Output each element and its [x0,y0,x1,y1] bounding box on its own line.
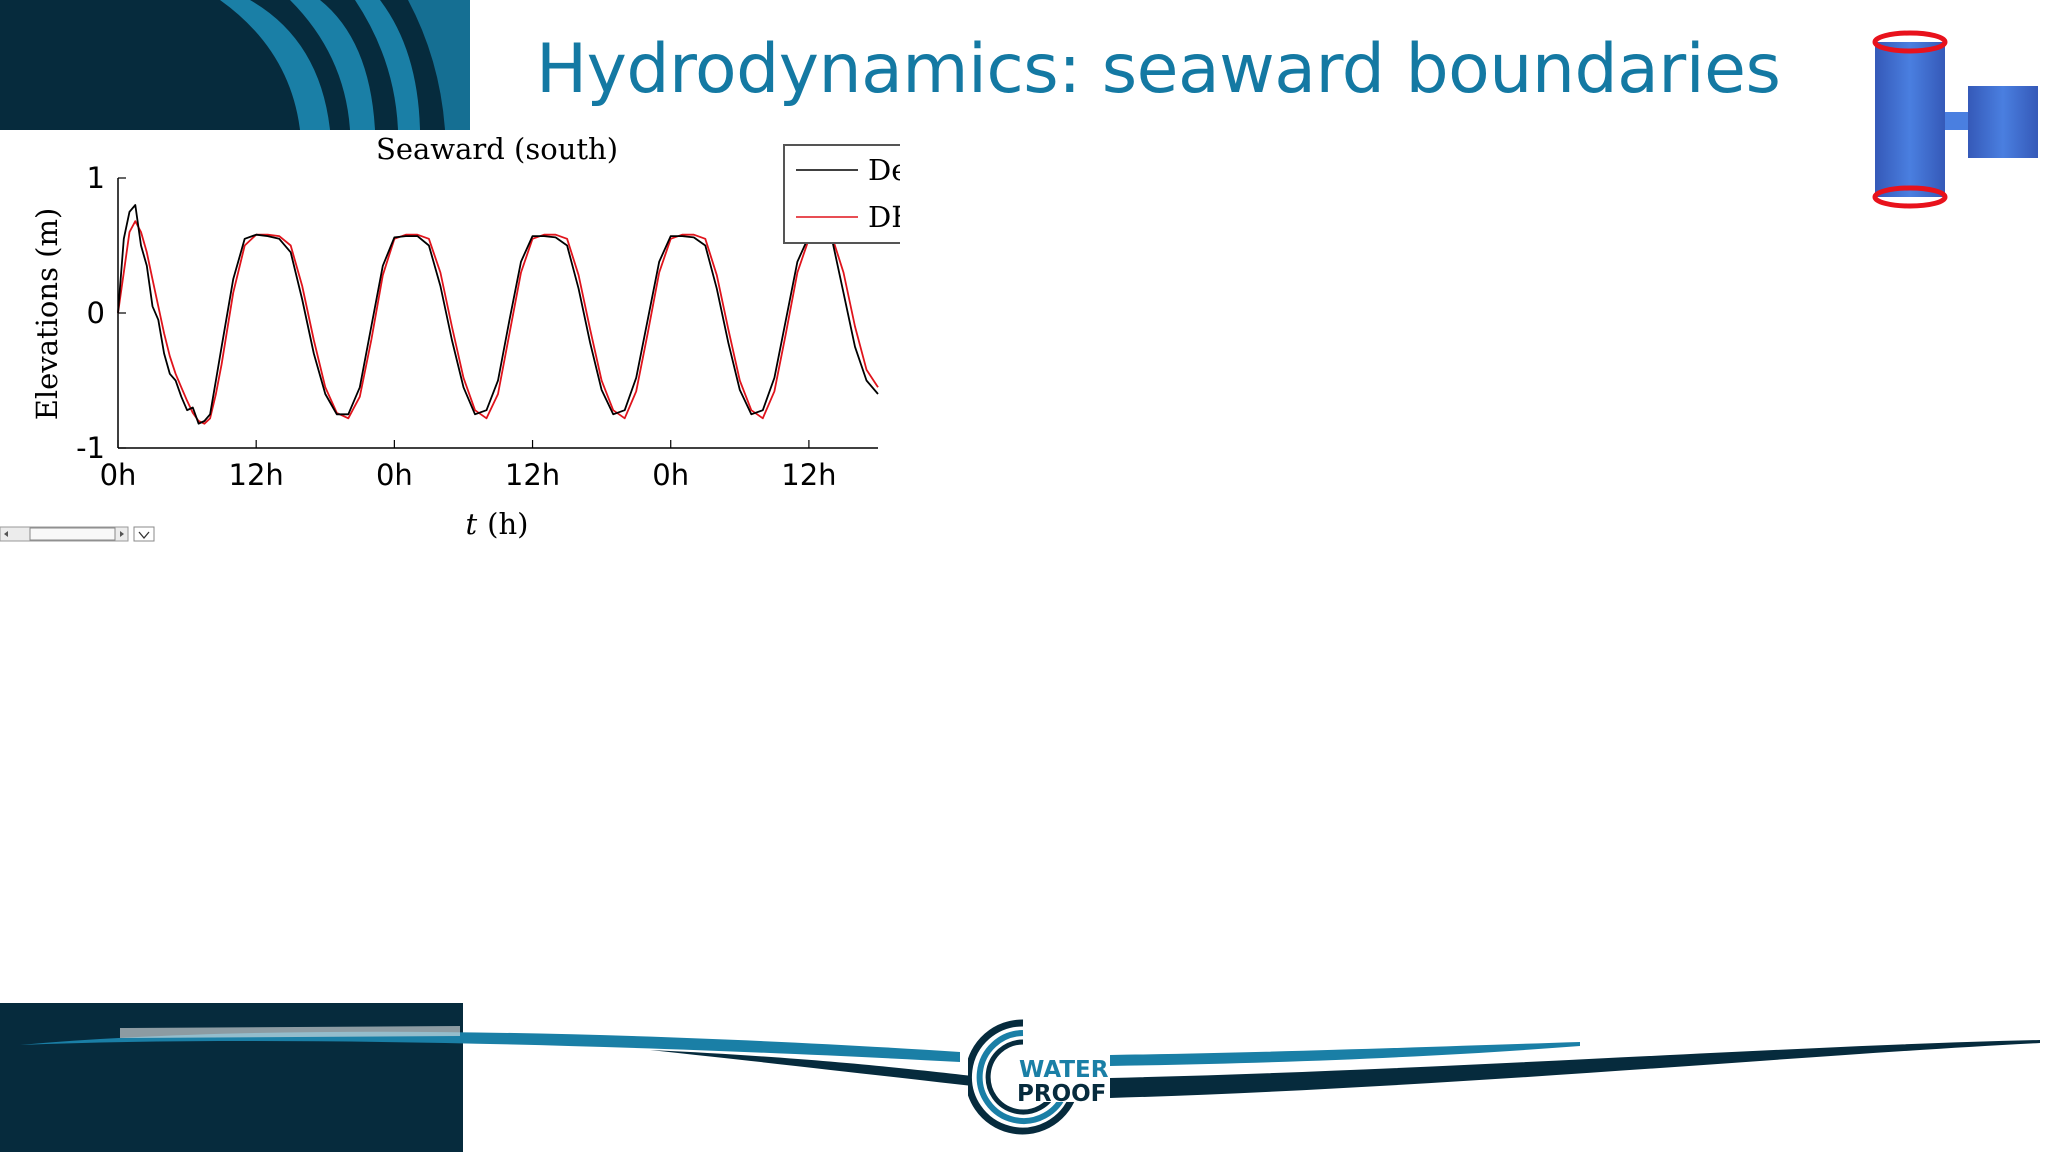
chart-ylabel: Elevations (m) [30,208,64,421]
x-tick-label: 12h [229,458,284,492]
series-line-dfm [117,220,879,425]
y-tick-label: 1 [87,161,105,195]
y-tick-label: 0 [87,296,105,330]
legend-label-dfm: DFM [868,200,900,234]
chart-xlabel-unit: (h) [487,507,528,541]
boundary-schematic-icon [1872,30,2038,209]
slide-title: Hydrodynamics: seaward boundaries [536,30,1781,109]
channel-connector [1945,112,1973,130]
dropdown-toggle[interactable] [133,526,155,542]
chart-xlabel: t (h) [466,507,529,541]
chart-title: Seaward (south) [376,132,618,166]
x-tick-label: 0h [652,458,689,492]
basin-block [1968,86,2038,158]
footer-wave-graphic [0,1003,2040,1152]
scroll-left-icon[interactable] [4,531,8,537]
x-tick-label: 0h [376,458,413,492]
series-line-delft3d [117,204,879,425]
logo-word-proof: PROOF [1017,1081,1106,1107]
x-tick-label: 12h [781,458,836,492]
chart-legend: Delft3D DFM [783,144,900,244]
horizontal-scrollbar[interactable] [0,522,160,546]
chart-xlabel-var: t [466,507,478,541]
boundary-ring-top [1872,30,1948,54]
legend-label-delft3d: Delft3D [868,153,900,187]
boundary-ring-bottom [1872,185,1948,209]
channel-cylinder [1875,42,1945,197]
chevron-down-icon[interactable] [138,531,150,540]
logo-word-water: WATER [1019,1057,1109,1083]
waterproof-logo-icon: WATER PROOF [964,1019,1109,1135]
scroll-right-icon[interactable] [120,531,124,537]
header-banner-graphic [0,0,470,130]
x-tick-label: 12h [505,458,560,492]
x-tick-label: 0h [100,458,137,492]
waterproof-logo: WATER PROOF [964,1018,1120,1136]
y-tick-label: -1 [76,431,105,465]
legend-box [783,144,900,244]
elevation-chart: 10-10h 12h 0h 12h 0h 12h Seaward (south) Elev… [30,132,900,541]
scrollbar-thumb[interactable] [29,527,116,541]
